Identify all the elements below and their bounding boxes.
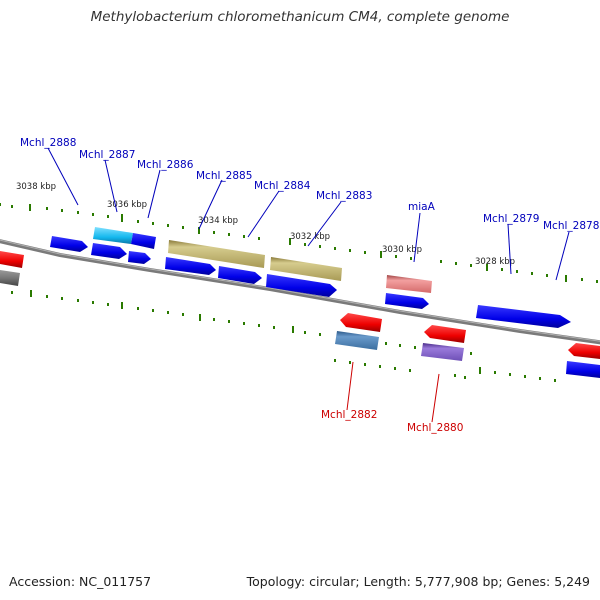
gene-labels-reverse: Mchl_2882 Mchl_2880: [321, 409, 463, 434]
gene-feature[interactable]: [91, 243, 127, 259]
gene-feature[interactable]: [386, 275, 432, 293]
gene-feature[interactable]: [128, 251, 151, 264]
gene-feature[interactable]: [168, 240, 265, 268]
gene-feature[interactable]: [165, 257, 216, 275]
tick-label-3030: 3030 kbp: [382, 245, 422, 255]
reverse-genes: [0, 251, 600, 361]
gene-label[interactable]: Mchl_2878: [543, 220, 599, 232]
label-leaders-reverse: [346, 361, 440, 423]
gene-feature[interactable]: [0, 251, 24, 268]
tick-label-3036: 3036 kbp: [107, 200, 147, 210]
genome-backbone: [0, 239, 600, 345]
accession-text: Accession: NC_011757: [9, 574, 152, 589]
gene-feature[interactable]: [476, 305, 571, 328]
gene-label[interactable]: Mchl_2882: [321, 409, 377, 421]
tick-label-3038: 3038 kbp: [16, 182, 56, 192]
gene-label[interactable]: Mchl_2883: [316, 190, 372, 202]
inner-tick-ring: [11, 290, 556, 382]
tick-label-3034: 3034 kbp: [198, 216, 238, 226]
tick-label-3032: 3032 kbp: [290, 232, 330, 242]
gene-label[interactable]: Mchl_2888: [20, 137, 76, 149]
gene-feature[interactable]: [270, 257, 342, 281]
genome-summary-text: Topology: circular; Length: 5,777,908 bp…: [246, 574, 590, 589]
label-leaders-forward: [47, 147, 570, 281]
gene-feature[interactable]: [568, 343, 600, 359]
gene-feature[interactable]: [385, 293, 429, 309]
forward-genes-lower: [91, 243, 600, 378]
forward-genes-upper: [50, 227, 571, 328]
gene-label[interactable]: Mchl_2880: [407, 422, 463, 434]
gene-feature[interactable]: [340, 313, 382, 332]
gene-feature[interactable]: [421, 343, 464, 361]
gene-label[interactable]: miaA: [408, 201, 436, 213]
gene-feature[interactable]: [266, 274, 337, 297]
gene-label[interactable]: Mchl_2884: [254, 180, 311, 192]
gene-feature[interactable]: [566, 361, 600, 378]
gene-feature[interactable]: [0, 270, 20, 286]
map-title: Methylobacterium chloromethanicum CM4, c…: [90, 9, 510, 25]
tick-label-3028: 3028 kbp: [475, 257, 515, 267]
gene-feature[interactable]: [218, 266, 262, 284]
gene-feature[interactable]: [335, 331, 379, 350]
gene-feature[interactable]: [424, 325, 466, 343]
gene-label[interactable]: Mchl_2885: [196, 170, 252, 182]
gene-feature[interactable]: [131, 233, 156, 249]
gene-label[interactable]: Mchl_2887: [79, 149, 135, 161]
gene-labels-forward: Mchl_2888 Mchl_2887 Mchl_2886 Mchl_2885 …: [20, 137, 599, 232]
gene-feature[interactable]: [93, 227, 133, 244]
gene-feature[interactable]: [50, 236, 88, 252]
gene-label[interactable]: Mchl_2879: [483, 213, 539, 225]
gene-label[interactable]: Mchl_2886: [137, 159, 194, 171]
